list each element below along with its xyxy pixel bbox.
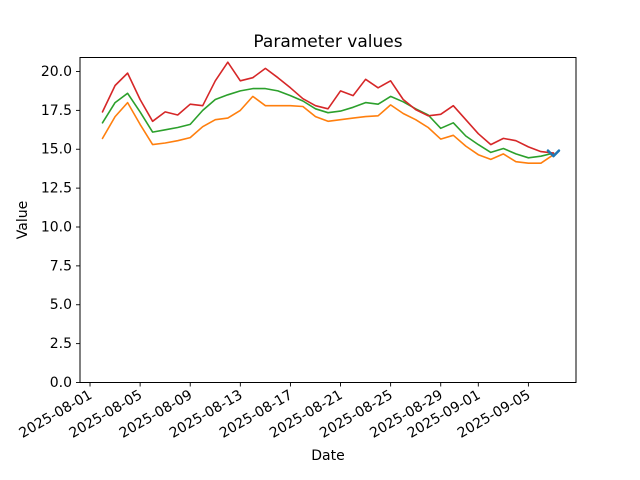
y-tick-label: 0.0 xyxy=(50,375,72,391)
y-axis-label: Value xyxy=(15,200,31,240)
y-tick-label: 20.0 xyxy=(41,64,72,80)
y-tick-label: 17.5 xyxy=(41,103,72,119)
series-orange-line xyxy=(101,95,555,164)
end-marker xyxy=(546,149,561,158)
y-tick-label: 15.0 xyxy=(41,142,72,158)
plot-border xyxy=(79,57,577,383)
series-red-line xyxy=(101,61,555,154)
y-tick-label: 12.5 xyxy=(41,181,72,197)
y-tick-label: 5.0 xyxy=(50,297,72,313)
x-axis-label: Date xyxy=(311,448,345,464)
series-green-line xyxy=(101,87,555,159)
y-tick-label: 2.5 xyxy=(50,336,72,352)
y-tick-label: 10.0 xyxy=(41,219,72,235)
y-tick-label: 7.5 xyxy=(50,258,72,274)
chart-title: Parameter values xyxy=(253,32,403,52)
